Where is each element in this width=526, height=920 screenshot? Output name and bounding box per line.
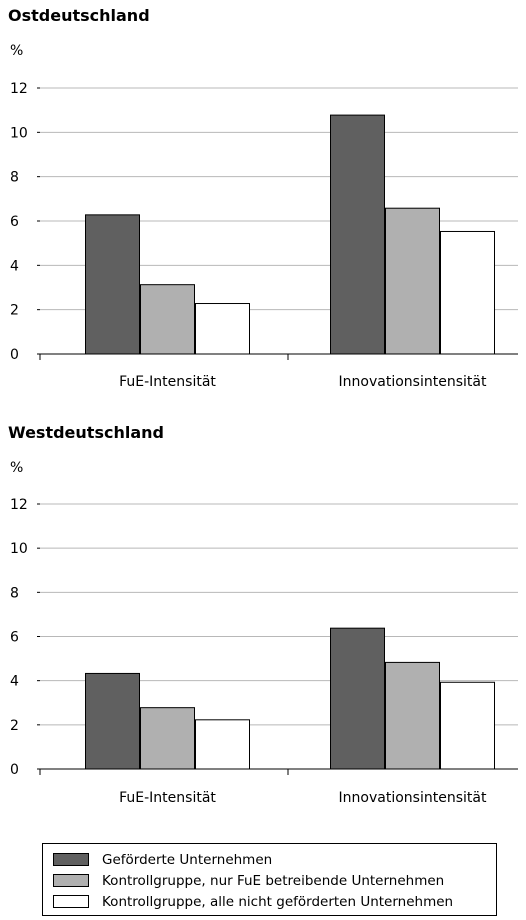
bar bbox=[330, 627, 385, 770]
chart-title-west: Westdeutschland bbox=[8, 423, 164, 442]
legend-swatch-kontroll-alle bbox=[53, 895, 89, 908]
y-unit-label-west: % bbox=[10, 460, 24, 476]
y-tick-label: 4 bbox=[10, 258, 19, 274]
bar-chart-westdeutschland: 0 2 4 6 8 10 12 FuE-Intensität Innovationsintens… bbox=[10, 497, 518, 806]
legend-item-kontroll-fue: Kontrollgruppe, nur FuE betreibende Unte… bbox=[53, 870, 496, 891]
legend-swatch-kontroll-fue bbox=[53, 874, 89, 887]
legend-item-kontroll-alle: Kontrollgruppe, alle nicht geförderten U… bbox=[53, 891, 496, 912]
bar bbox=[140, 707, 195, 770]
bar bbox=[440, 230, 495, 355]
chart-legend: Geförderte Unternehmen Kontrollgruppe, n… bbox=[42, 843, 497, 916]
y-tick-label: 12 bbox=[10, 497, 28, 513]
y-tick-label: 2 bbox=[10, 718, 19, 734]
bar bbox=[440, 681, 495, 770]
bar bbox=[385, 207, 440, 355]
bar bbox=[195, 719, 250, 770]
bar bbox=[385, 661, 440, 770]
bar bbox=[330, 114, 385, 355]
y-tick-label: 0 bbox=[10, 347, 19, 363]
bar bbox=[140, 284, 195, 355]
y-tick-label: 8 bbox=[10, 585, 19, 601]
bar-chart-ostdeutschland: 0 2 4 6 8 10 12 FuE-Intensität Innovationsintens… bbox=[10, 81, 518, 390]
legend-label-gefoerderte: Geförderte Unternehmen bbox=[102, 851, 273, 868]
legend-label-kontroll-fue: Kontrollgruppe, nur FuE betreibende Unte… bbox=[102, 872, 445, 889]
y-unit-label-ost: % bbox=[10, 43, 24, 59]
x-category-label: Innovationsintensität bbox=[339, 790, 487, 806]
bar bbox=[85, 672, 140, 770]
y-tick-label: 10 bbox=[10, 125, 28, 141]
y-tick-label: 8 bbox=[10, 170, 19, 186]
x-category-label: Innovationsintensität bbox=[339, 374, 487, 390]
x-category-label: FuE-Intensität bbox=[119, 374, 216, 390]
y-tick-label: 6 bbox=[10, 214, 19, 230]
y-tick-label: 2 bbox=[10, 303, 19, 319]
legend-label-kontroll-alle: Kontrollgruppe, alle nicht geförderten U… bbox=[102, 893, 454, 910]
y-tick-label: 6 bbox=[10, 630, 19, 646]
bar bbox=[195, 303, 250, 355]
y-tick-label: 10 bbox=[10, 541, 28, 557]
legend-swatch-gefoerderte bbox=[53, 853, 89, 866]
y-tick-label: 4 bbox=[10, 674, 19, 690]
y-tick-label: 0 bbox=[10, 762, 19, 778]
chart-title-ost: Ostdeutschland bbox=[8, 6, 150, 25]
y-tick-label: 12 bbox=[10, 81, 28, 97]
legend-item-gefoerderte: Geförderte Unternehmen bbox=[53, 849, 496, 870]
x-category-label: FuE-Intensität bbox=[119, 790, 216, 806]
bar bbox=[85, 214, 140, 355]
